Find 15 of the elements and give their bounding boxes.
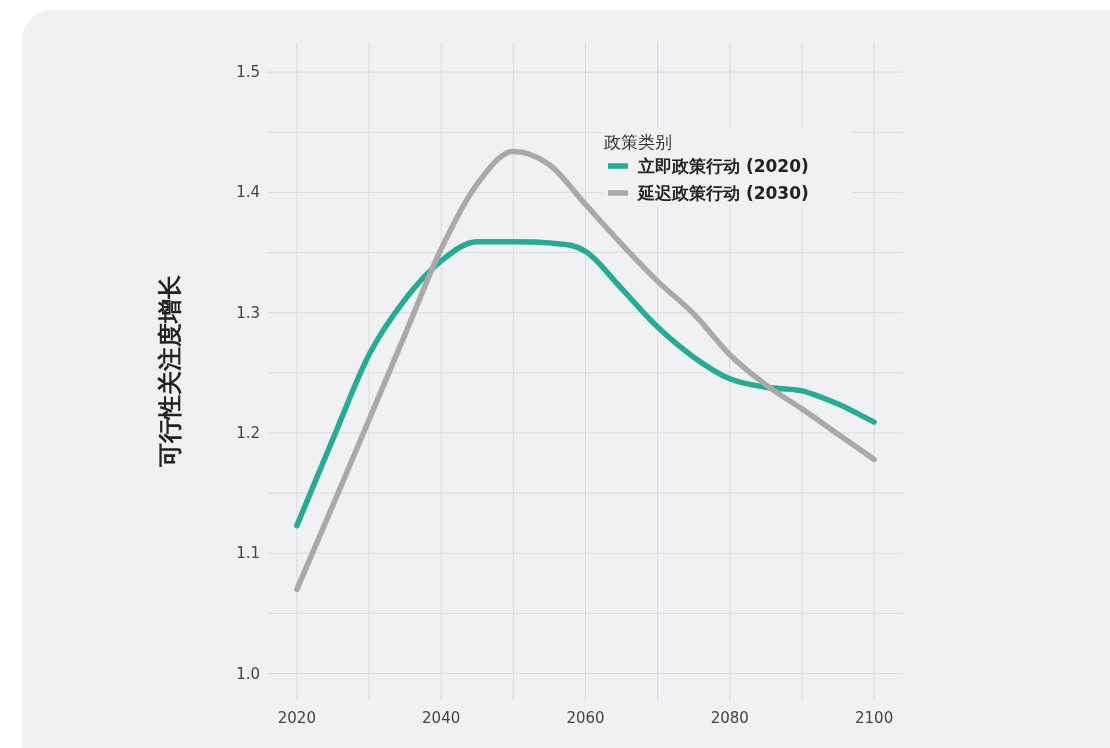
y-axis-title: 可行性关注度增长 — [156, 275, 184, 468]
x-tick-label: 2060 — [566, 709, 605, 727]
y-tick-label: 1.4 — [236, 183, 260, 202]
y-tick-label: 1.2 — [236, 423, 260, 442]
x-tick-label: 2040 — [422, 709, 461, 727]
y-tick-label: 1.0 — [236, 664, 260, 683]
legend-label: 延迟政策行动 (2030) — [636, 183, 809, 203]
y-tick-label: 1.5 — [236, 63, 260, 82]
y-tick-label: 1.3 — [236, 303, 260, 322]
y-tick-label: 1.1 — [236, 544, 260, 563]
legend-title: 政策类别 — [604, 132, 672, 152]
legend-label: 立即政策行动 (2020) — [637, 156, 809, 176]
x-tick-label: 2080 — [710, 709, 749, 727]
x-tick-label: 2100 — [855, 709, 894, 727]
x-tick-label: 2020 — [277, 709, 316, 727]
